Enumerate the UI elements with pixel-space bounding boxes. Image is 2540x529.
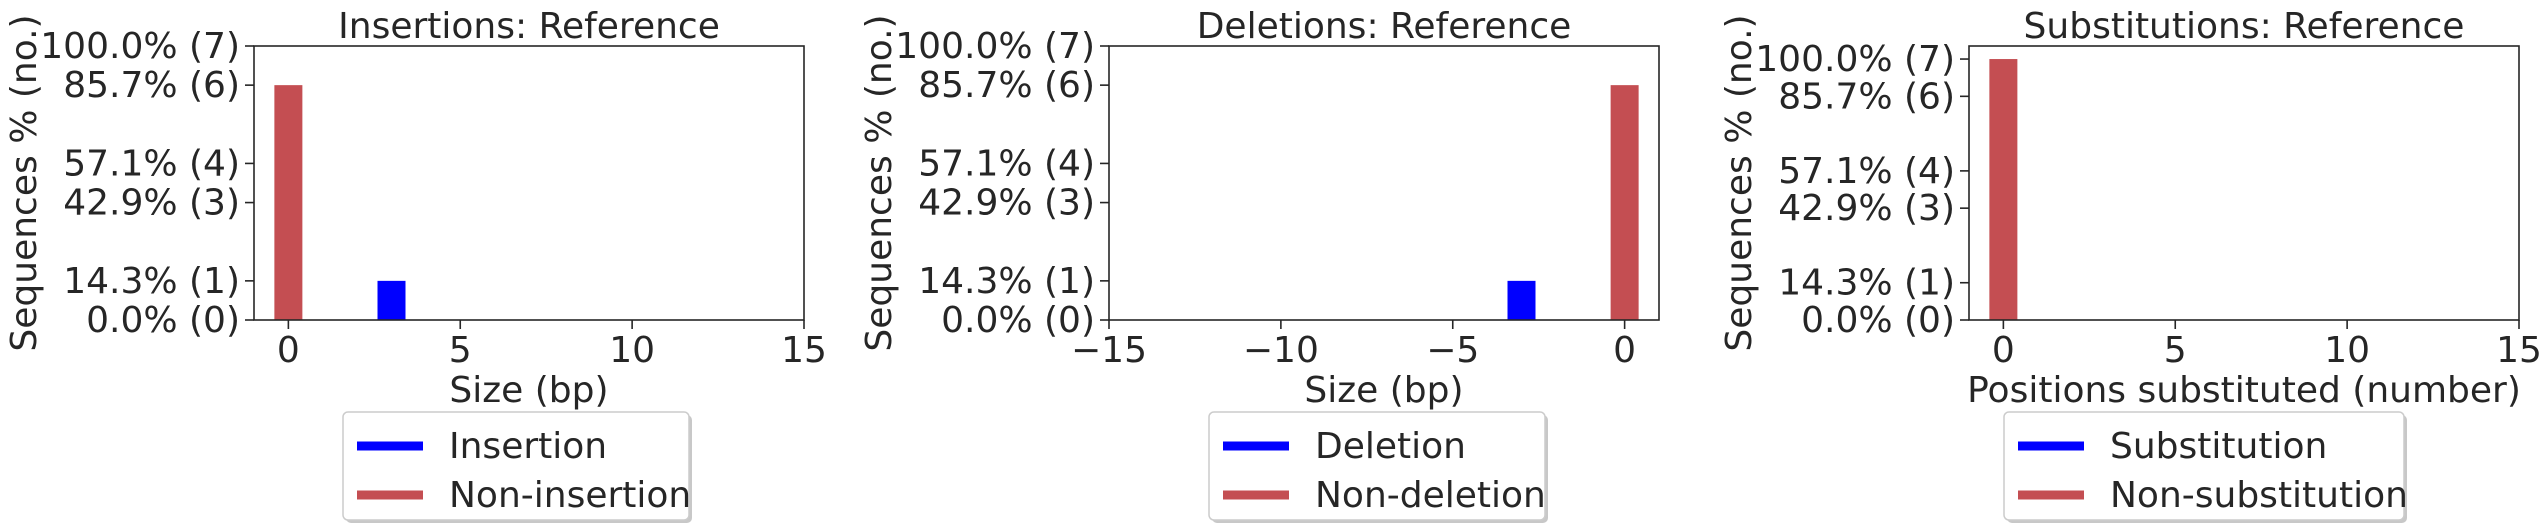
- x-tick-label: −15: [1071, 330, 1147, 371]
- x-tick-label: 10: [2324, 330, 2370, 371]
- y-tick-label: 100.0% (7): [40, 26, 240, 67]
- x-tick-label: 0: [277, 330, 300, 371]
- chart-title: Insertions: Reference: [338, 6, 720, 47]
- y-tick-label: 57.1% (4): [1778, 151, 1955, 192]
- chart-panel-2: Deletions: Reference 0.0% (0)14.3% (1) 42.…: [859, 6, 1660, 523]
- chart-title: Substitutions: Reference: [2024, 6, 2465, 47]
- legend-box: [2003, 411, 2405, 521]
- plot-area-frame: [1968, 45, 2520, 321]
- y-axis-label: Sequences % (no.): [1719, 14, 1760, 351]
- y-tick-label: 14.3% (1): [1778, 263, 1955, 304]
- y-axis-label: Sequences % (no.): [4, 14, 45, 351]
- legend-label: Deletion: [1315, 426, 1466, 467]
- x-tick-label: 5: [2164, 330, 2187, 371]
- y-tick-label: 100.0% (7): [1755, 39, 1955, 80]
- y-tick-label: 42.9% (3): [1778, 188, 1955, 229]
- y-tick-label: 0.0% (0): [86, 300, 240, 341]
- y-tick-label: 85.7% (6): [1778, 76, 1955, 117]
- x-tick-label: 10: [609, 330, 655, 371]
- legend: Deletion Non-deletion: [1208, 411, 1548, 523]
- x-axis-label: Size (bp): [1304, 370, 1463, 411]
- legend-box: [1208, 411, 1546, 521]
- x-tick-label: −5: [1426, 330, 1479, 371]
- y-tick-label: 85.7% (6): [63, 65, 240, 106]
- y-tick-label: 57.1% (4): [63, 143, 240, 184]
- x-tick-label: −10: [1243, 330, 1319, 371]
- x-tick-label: 0: [1992, 330, 2015, 371]
- x-tick-label: 0: [1613, 330, 1636, 371]
- y-tick-label: 42.9% (3): [63, 183, 240, 224]
- plot-area-frame: [1108, 45, 1660, 321]
- x-tick-label: 5: [449, 330, 472, 371]
- chart-panel-1: Insertions: Reference 0.0% (0)14.3% (1) 42…: [4, 6, 827, 523]
- x-axis-label: Positions substituted (number): [1967, 370, 2521, 411]
- bar-non-deletion: [1610, 85, 1639, 321]
- legend-box: [342, 411, 690, 521]
- legend-label: Non-insertion: [449, 475, 691, 516]
- x-tick-label: 15: [781, 330, 827, 371]
- legend: Substitution Non-substitution: [2003, 411, 2408, 523]
- legend-label: Insertion: [449, 426, 607, 467]
- bar-non-substitution: [1989, 59, 2018, 321]
- chart-title: Deletions: Reference: [1197, 6, 1572, 47]
- legend-label: Non-deletion: [1315, 475, 1546, 516]
- y-tick-label: 0.0% (0): [1801, 300, 1955, 341]
- legend-label: Non-substitution: [2110, 475, 2408, 516]
- y-tick-label: 85.7% (6): [918, 65, 1095, 106]
- y-tick-label: 0.0% (0): [941, 300, 1095, 341]
- y-tick-label: 57.1% (4): [918, 143, 1095, 184]
- legend: Insertion Non-insertion: [342, 411, 692, 523]
- bar-non-insertion: [274, 85, 303, 321]
- y-tick-label: 42.9% (3): [918, 183, 1095, 224]
- chart-panel-3: Substitutions: Reference 0.0% (0)14.3% (1…: [1719, 6, 2540, 523]
- y-tick-label: 14.3% (1): [918, 261, 1095, 302]
- bar-deletion: [1507, 280, 1536, 320]
- x-axis-label: Size (bp): [449, 370, 608, 411]
- y-tick-label: 100.0% (7): [895, 26, 1095, 67]
- x-tick-label: 15: [2496, 330, 2540, 371]
- plot-area-frame: [253, 45, 805, 321]
- y-axis-label: Sequences % (no.): [859, 14, 900, 351]
- y-tick-label: 14.3% (1): [63, 261, 240, 302]
- legend-label: Substitution: [2110, 426, 2327, 467]
- bar-insertion: [377, 280, 406, 320]
